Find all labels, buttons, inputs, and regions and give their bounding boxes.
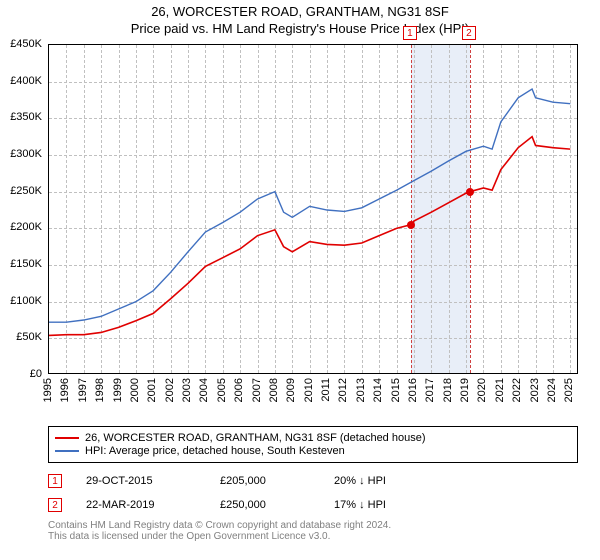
y-tick-label: £200K bbox=[10, 221, 42, 233]
x-tick-label: 2017 bbox=[424, 378, 436, 402]
sales-table: 1 29-OCT-2015 £205,000 20% ↓ HPI 2 22-MA… bbox=[48, 468, 578, 522]
footer-text: Contains HM Land Registry data © Crown c… bbox=[48, 520, 578, 542]
x-tick-label: 2010 bbox=[303, 378, 315, 402]
x-tick-label: 2020 bbox=[476, 378, 488, 402]
x-tick-label: 2021 bbox=[494, 378, 506, 402]
x-tick-label: 1996 bbox=[59, 378, 71, 402]
legend-box: 26, WORCESTER ROAD, GRANTHAM, NG31 8SF (… bbox=[48, 426, 578, 463]
sale-flag-1: 1 bbox=[48, 474, 62, 488]
x-tick-label: 2024 bbox=[546, 378, 558, 402]
sale-marker-flag: 1 bbox=[403, 26, 417, 40]
chart-title: 26, WORCESTER ROAD, GRANTHAM, NG31 8SF bbox=[0, 4, 600, 19]
legend-row-hpi: HPI: Average price, detached house, Sout… bbox=[55, 445, 571, 457]
x-tick-label: 1995 bbox=[42, 378, 54, 402]
y-tick-label: £100K bbox=[10, 295, 42, 307]
legend-label-property: 26, WORCESTER ROAD, GRANTHAM, NG31 8SF (… bbox=[85, 432, 426, 444]
x-tick-label: 1997 bbox=[77, 378, 89, 402]
x-tick-label: 2001 bbox=[146, 378, 158, 402]
x-tick-label: 2000 bbox=[129, 378, 141, 402]
title-block: 26, WORCESTER ROAD, GRANTHAM, NG31 8SF P… bbox=[0, 0, 600, 38]
x-tick-label: 2013 bbox=[355, 378, 367, 402]
x-tick-label: 2011 bbox=[320, 378, 332, 402]
x-tick-label: 1999 bbox=[112, 378, 124, 402]
x-tick-label: 1998 bbox=[94, 378, 106, 402]
sale-date-2: 22-MAR-2019 bbox=[86, 499, 196, 511]
sale-marker-flag: 2 bbox=[462, 26, 476, 40]
chart-area: £0£50K£100K£150K£200K£250K£300K£350K£400… bbox=[48, 44, 578, 374]
x-tick-label: 2014 bbox=[372, 378, 384, 402]
x-tick-label: 2008 bbox=[268, 378, 280, 402]
x-tick-label: 2007 bbox=[251, 378, 263, 402]
y-tick-label: £400K bbox=[10, 75, 42, 87]
x-tick-label: 2023 bbox=[529, 378, 541, 402]
legend-swatch-hpi bbox=[55, 450, 79, 452]
footer-line-1: Contains HM Land Registry data © Crown c… bbox=[48, 520, 578, 531]
x-tick-label: 2002 bbox=[164, 378, 176, 402]
legend-row-property: 26, WORCESTER ROAD, GRANTHAM, NG31 8SF (… bbox=[55, 432, 571, 444]
x-tick-label: 2015 bbox=[390, 378, 402, 402]
x-tick-label: 2005 bbox=[216, 378, 228, 402]
x-tick-label: 2025 bbox=[563, 378, 575, 402]
sale-diff-1: 20% ↓ HPI bbox=[334, 475, 434, 487]
sale-marker-dot bbox=[407, 221, 415, 229]
y-tick-label: £350K bbox=[10, 111, 42, 123]
y-tick-label: £300K bbox=[10, 148, 42, 160]
chart-lines bbox=[49, 45, 579, 375]
x-tick-label: 2018 bbox=[442, 378, 454, 402]
x-tick-label: 2022 bbox=[511, 378, 523, 402]
footer-line-2: This data is licensed under the Open Gov… bbox=[48, 531, 578, 542]
plot-box bbox=[48, 44, 578, 374]
x-tick-label: 2003 bbox=[181, 378, 193, 402]
sale-marker-dot bbox=[466, 188, 474, 196]
sale-flag-2: 2 bbox=[48, 498, 62, 512]
y-tick-label: £450K bbox=[10, 38, 42, 50]
sale-date-1: 29-OCT-2015 bbox=[86, 475, 196, 487]
y-tick-label: £150K bbox=[10, 258, 42, 270]
x-tick-label: 2019 bbox=[459, 378, 471, 402]
y-tick-label: £50K bbox=[16, 331, 42, 343]
series-line-hpi bbox=[49, 89, 570, 322]
sale-price-2: £250,000 bbox=[220, 499, 310, 511]
sale-row-2: 2 22-MAR-2019 £250,000 17% ↓ HPI bbox=[48, 498, 578, 512]
sale-row-1: 1 29-OCT-2015 £205,000 20% ↓ HPI bbox=[48, 474, 578, 488]
x-tick-label: 2006 bbox=[233, 378, 245, 402]
legend-swatch-property bbox=[55, 437, 79, 439]
y-tick-label: £0 bbox=[30, 368, 42, 380]
sale-diff-2: 17% ↓ HPI bbox=[334, 499, 434, 511]
chart-container: 26, WORCESTER ROAD, GRANTHAM, NG31 8SF P… bbox=[0, 0, 600, 560]
legend-label-hpi: HPI: Average price, detached house, Sout… bbox=[85, 445, 345, 457]
x-tick-label: 2004 bbox=[198, 378, 210, 402]
x-tick-label: 2012 bbox=[337, 378, 349, 402]
sale-price-1: £205,000 bbox=[220, 475, 310, 487]
x-tick-label: 2009 bbox=[285, 378, 297, 402]
chart-subtitle: Price paid vs. HM Land Registry's House … bbox=[0, 21, 600, 36]
x-tick-label: 2016 bbox=[407, 378, 419, 402]
y-tick-label: £250K bbox=[10, 185, 42, 197]
